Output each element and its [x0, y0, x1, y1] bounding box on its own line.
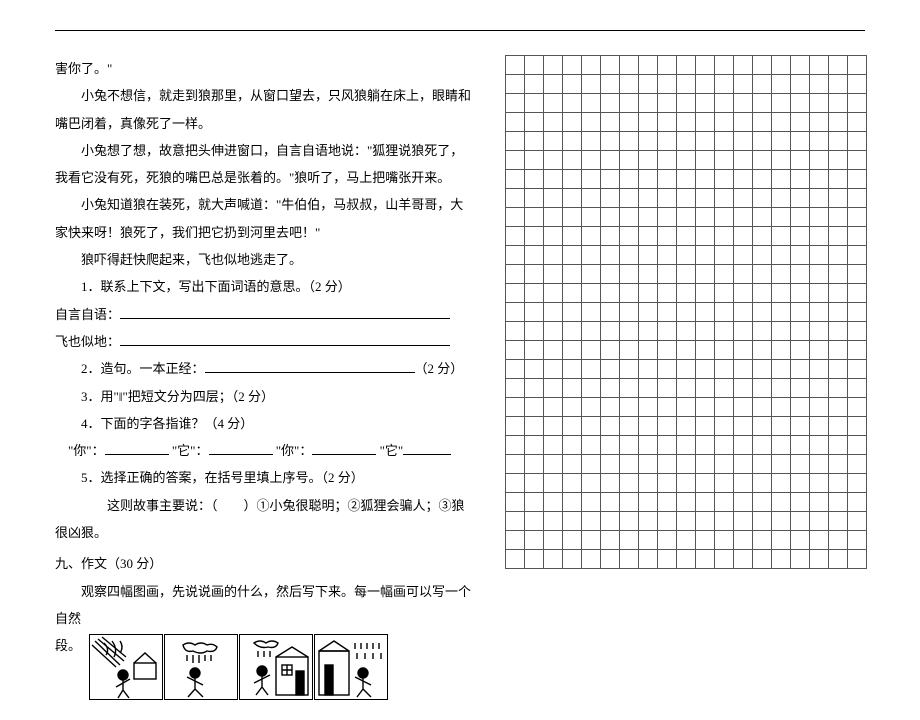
- left-column: 害你了。" 小兔不想信，就走到狼那里，从窗口望去，只风狼躺在床上，眼睛和嘴巴闭着…: [55, 55, 475, 700]
- passage-para-4: 狼吓得赶快爬起来，飞也似地逃走了。: [55, 246, 475, 273]
- blank-line[interactable]: [105, 441, 169, 455]
- comic-panel-4: [314, 634, 388, 700]
- section-9-body-a: 观察四幅图画，先说说画的什么，然后写下来。每一幅画可以写一个自然: [55, 578, 475, 633]
- q2-text-a: 2．造句。一本正经：: [81, 361, 205, 376]
- q4-it-1: "它"：: [172, 443, 209, 458]
- section-9-body-b: 段。: [55, 632, 81, 659]
- right-column: [505, 55, 867, 569]
- question-1b: 飞也似地：: [55, 328, 475, 355]
- question-4: 4．下面的字各指谁？（4 分）: [55, 410, 475, 437]
- question-1a: 自言自语：: [55, 301, 475, 328]
- comic-panel-3: [239, 634, 313, 700]
- q1a-label: 自言自语：: [55, 307, 120, 322]
- q4-you-2: "你"：: [276, 443, 313, 458]
- question-4-blanks: "你"： "它"： "你"： "它": [55, 437, 475, 464]
- passage-para-1: 小兔不想信，就走到狼那里，从窗口望去，只风狼躺在床上，眼睛和嘴巴闭着，真像死了一…: [55, 82, 475, 137]
- two-column-layout: 害你了。" 小兔不想信，就走到狼那里，从窗口望去，只风狼躺在床上，眼睛和嘴巴闭着…: [55, 55, 865, 700]
- passage-para-3: 小兔知道狼在装死，就大声喊道："牛伯伯，马叔叔，山羊哥哥，大家快来呀！狼死了，我…: [55, 191, 475, 246]
- question-5: 5．选择正确的答案，在括号里填上序号。（2 分）: [55, 464, 475, 491]
- q4-it-2: "它": [380, 443, 404, 458]
- passage-para-2: 小兔想了想，故意把头伸进窗口，自言自语地说："狐狸说狼死了，我看它没有死，死狼的…: [55, 137, 475, 192]
- q4-you-1: "你"：: [68, 443, 105, 458]
- question-3: 3．用"‖"把短文分为四层；（2 分）: [55, 383, 475, 410]
- blank-line[interactable]: [312, 441, 376, 455]
- comic-panel-2: [164, 634, 238, 700]
- section-9: 九、作文（30 分） 观察四幅图画，先说说画的什么，然后写下来。每一幅画可以写一…: [55, 550, 475, 700]
- blank-line[interactable]: [403, 441, 451, 455]
- blank-line[interactable]: [209, 441, 273, 455]
- blank-line[interactable]: [120, 305, 450, 319]
- comic-strip: [89, 634, 389, 700]
- comic-panel-1: [89, 634, 163, 700]
- blank-line[interactable]: [120, 332, 450, 346]
- question-2: 2．造句。一本正经： （2 分）: [55, 355, 475, 382]
- question-5-body: 这则故事主要说：（ ）①小兔很聪明；②狐狸会骗人；③狼很凶狠。: [55, 492, 475, 547]
- section-9-title: 九、作文（30 分）: [55, 550, 475, 577]
- passage-line-0: 害你了。": [55, 55, 475, 82]
- q2-text-b: （2 分）: [415, 361, 464, 376]
- q1b-label: 飞也似地：: [55, 334, 120, 349]
- page-top-rule: [55, 30, 865, 31]
- blank-line[interactable]: [205, 359, 415, 373]
- section-9-last-row: 段。: [55, 632, 475, 700]
- question-1: 1．联系上下文，写出下面词语的意思。（2 分）: [55, 273, 475, 300]
- writing-grid[interactable]: [505, 55, 867, 569]
